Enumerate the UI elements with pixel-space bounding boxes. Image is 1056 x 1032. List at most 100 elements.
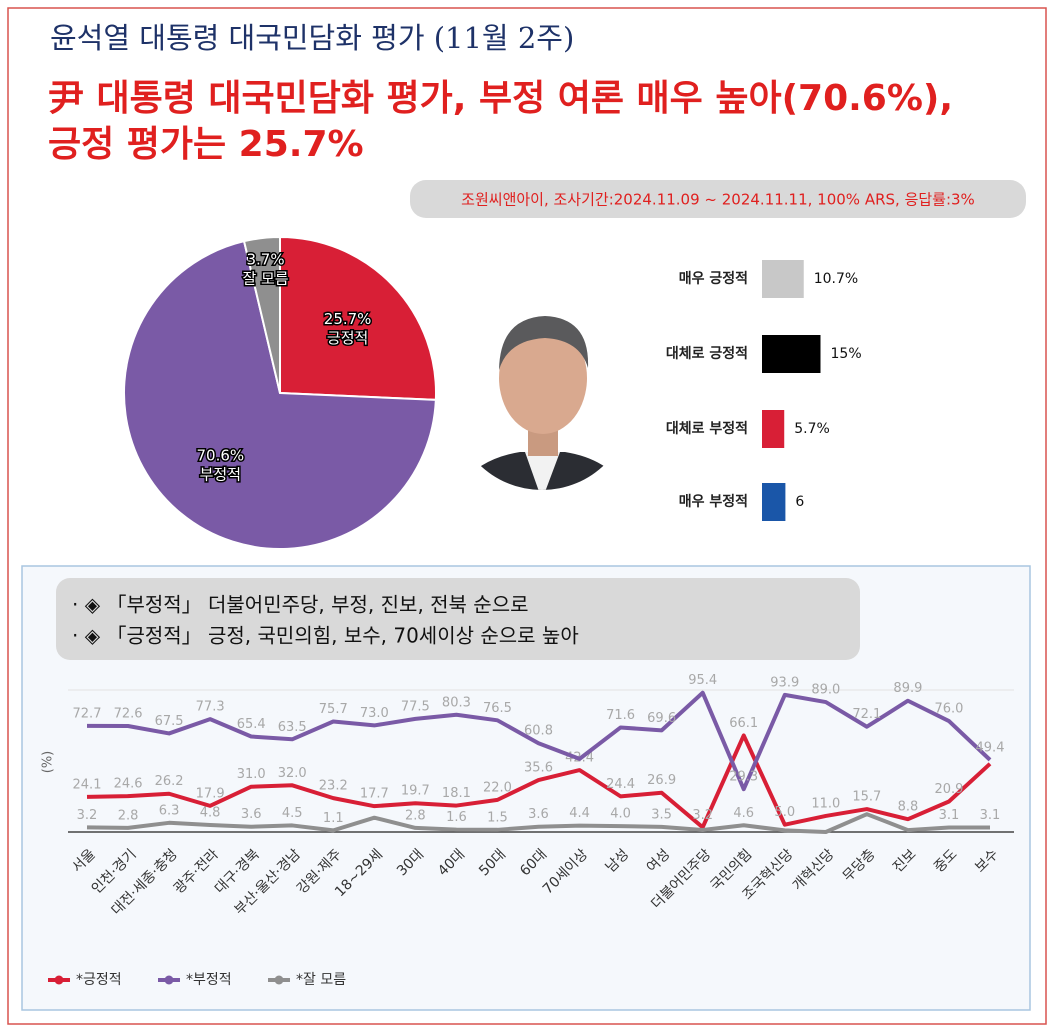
legend-label: *긍정적 bbox=[76, 972, 122, 988]
bar-category: 대체로 부정적 bbox=[666, 420, 748, 437]
data-label: 8.8 bbox=[898, 800, 919, 815]
data-label: 4.0 bbox=[610, 807, 631, 822]
data-label: 18.1 bbox=[442, 786, 471, 801]
source-box bbox=[410, 180, 1026, 218]
data-label: 10.7% bbox=[814, 271, 858, 287]
legend-marker bbox=[164, 975, 174, 985]
bar bbox=[762, 335, 821, 373]
bar-category: 매우 긍정적 bbox=[679, 270, 748, 287]
legend-marker bbox=[54, 975, 64, 985]
bar-category: 매우 부정적 bbox=[679, 493, 748, 510]
data-label: 76.0 bbox=[934, 702, 963, 717]
data-label: 89.9 bbox=[893, 681, 922, 696]
data-label: 20.9 bbox=[934, 782, 963, 797]
pie-slice bbox=[242, 235, 281, 394]
data-label: 1.5 bbox=[487, 810, 508, 825]
data-label: 71.6 bbox=[606, 708, 635, 723]
data-label: 15% bbox=[831, 346, 862, 362]
data-label: 2.8 bbox=[118, 808, 139, 823]
data-label: 26.9 bbox=[647, 773, 676, 788]
data-label: 70.6% bbox=[197, 447, 245, 465]
data-label: 95.4 bbox=[688, 673, 717, 688]
data-label: 3.2 bbox=[77, 808, 98, 823]
data-label: 89.0 bbox=[811, 683, 840, 698]
data-label: 3.6 bbox=[528, 807, 549, 822]
data-label: 77.3 bbox=[196, 700, 225, 715]
data-label: 3.1 bbox=[980, 808, 1001, 823]
data-label: 4.6 bbox=[733, 806, 754, 821]
data-label: 3.6 bbox=[241, 807, 262, 822]
headline: 尹 대통령 대국민담화 평가, 부정 여론 매우 높아(70.6%), bbox=[48, 78, 953, 119]
line bbox=[86, 812, 990, 834]
note: · ◈ 「긍정적」 긍정, 국민의힘, 보수, 70세이상 순으로 높아 bbox=[72, 624, 579, 648]
data-label: 1.6 bbox=[446, 810, 467, 825]
data-label: 93.9 bbox=[770, 675, 799, 690]
data-label: 3.5 bbox=[651, 807, 672, 822]
data-label: 3.2 bbox=[692, 808, 713, 823]
data-label: 66.1 bbox=[729, 716, 758, 731]
data-label: 29.3 bbox=[729, 770, 758, 785]
data-label: 24.6 bbox=[114, 777, 143, 792]
data-label: 23.2 bbox=[319, 779, 348, 794]
data-label: 6 bbox=[795, 494, 804, 510]
data-label: 24.4 bbox=[606, 777, 635, 792]
title: 윤석열 대통령 대국민담화 평가 (11월 2주) bbox=[50, 21, 574, 55]
data-label: 11.0 bbox=[811, 796, 840, 811]
slice-label: 긍정적 bbox=[327, 329, 368, 347]
slice-label: 부정적 bbox=[200, 466, 241, 484]
data-label: 17.9 bbox=[196, 786, 225, 801]
data-label: 69.6 bbox=[647, 711, 676, 726]
data-label: 19.7 bbox=[401, 784, 430, 799]
data-label: 65.4 bbox=[237, 717, 266, 732]
data-label: 63.5 bbox=[278, 720, 307, 735]
data-label: 31.0 bbox=[237, 767, 266, 782]
data-label: 24.1 bbox=[73, 777, 102, 792]
data-label: 3.7% bbox=[246, 251, 284, 269]
data-label: 49.4 bbox=[976, 740, 1005, 755]
data-label: 25.7% bbox=[324, 310, 372, 328]
legend-label: *잘 모름 bbox=[296, 972, 346, 988]
data-label: 35.6 bbox=[524, 761, 553, 776]
data-label: 72.1 bbox=[852, 707, 881, 722]
data-label: 2.8 bbox=[405, 808, 426, 823]
data-label: 15.7 bbox=[852, 790, 881, 805]
bar-category: 대체로 긍정적 bbox=[666, 345, 748, 362]
data-label: 72.7 bbox=[73, 706, 102, 721]
data-label: 22.0 bbox=[483, 780, 512, 795]
legend-label: *부정적 bbox=[186, 972, 232, 988]
data-label: 77.5 bbox=[401, 699, 430, 714]
line bbox=[86, 733, 992, 830]
slice-label: 잘 모름 bbox=[242, 270, 288, 288]
pie-slice bbox=[123, 239, 437, 550]
data-label: 5.7% bbox=[794, 421, 830, 437]
notes-box bbox=[56, 578, 860, 660]
bar bbox=[762, 410, 785, 448]
data-label: 75.7 bbox=[319, 702, 348, 717]
bar bbox=[762, 260, 804, 298]
note: · ◈ 「부정적」 더불어민주당, 부정, 진보, 전북 순으로 bbox=[72, 593, 529, 617]
data-label: 4.8 bbox=[200, 805, 221, 820]
line bbox=[86, 690, 992, 792]
pie-slice bbox=[279, 235, 437, 401]
bar bbox=[762, 483, 786, 521]
data-label: 1.1 bbox=[323, 811, 344, 826]
data-label: 72.6 bbox=[114, 707, 143, 722]
data-label: 32.0 bbox=[278, 766, 307, 781]
data-label: 3.1 bbox=[939, 808, 960, 823]
data-label: 6.3 bbox=[159, 803, 180, 818]
data-label: 76.5 bbox=[483, 701, 512, 716]
data-label: 4.5 bbox=[282, 806, 303, 821]
data-label: 26.2 bbox=[155, 774, 184, 789]
data-label: 17.7 bbox=[360, 787, 389, 802]
data-label: 4.4 bbox=[569, 806, 590, 821]
headline: 긍정 평가는 25.7% bbox=[48, 124, 364, 165]
data-label: 73.0 bbox=[360, 706, 389, 721]
legend-marker bbox=[274, 975, 284, 985]
data-label: 80.3 bbox=[442, 695, 471, 710]
y-axis-label: (%) bbox=[41, 751, 56, 774]
data-label: 60.8 bbox=[524, 724, 553, 739]
data-label: 5.0 bbox=[774, 805, 795, 820]
source: 조원씨앤아이, 조사기간:2024.11.09 ~ 2024.11.11, 10… bbox=[461, 191, 975, 209]
data-label: 67.5 bbox=[155, 714, 184, 729]
